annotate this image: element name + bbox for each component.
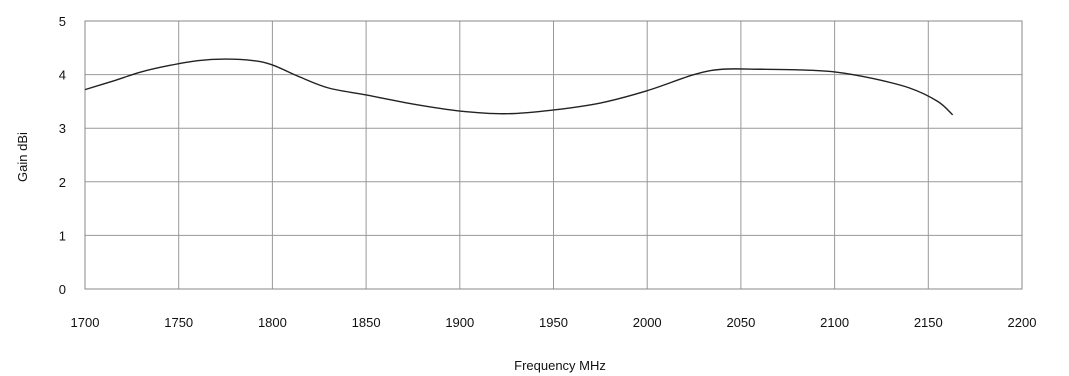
y-tick-label: 3 (59, 121, 66, 136)
x-tick-label: 1950 (539, 315, 568, 330)
y-tick-label: 0 (59, 282, 66, 297)
vertical-gridlines (84, 21, 1023, 289)
x-tick-label: 2150 (914, 315, 943, 330)
y-tick-label: 4 (59, 68, 66, 83)
y-tick-labels: 0 1 2 3 4 5 (59, 14, 66, 297)
y-axis-label: Gain dBi (15, 132, 30, 182)
x-tick-label: 2100 (820, 315, 849, 330)
y-tick-label: 5 (59, 14, 66, 29)
x-axis-label: Frequency MHz (514, 358, 606, 373)
x-tick-label: 2200 (1008, 315, 1037, 330)
x-tick-label: 1700 (71, 315, 100, 330)
x-tick-label: 2000 (633, 315, 662, 330)
x-tick-label: 2050 (726, 315, 755, 330)
y-tick-label: 1 (59, 228, 66, 243)
series-group (84, 58, 954, 116)
y-tick-label: 2 (59, 175, 66, 190)
plot-frame (84, 20, 1023, 290)
x-tick-label: 1800 (258, 315, 287, 330)
x-tick-label: 1900 (445, 315, 474, 330)
x-tick-label: 1750 (164, 315, 193, 330)
x-tick-label: 1850 (352, 315, 381, 330)
gain-series-line (84, 58, 954, 116)
x-tick-labels: 1700 1750 1800 1850 1900 1950 2000 2050 2100 2150… (71, 315, 1037, 330)
